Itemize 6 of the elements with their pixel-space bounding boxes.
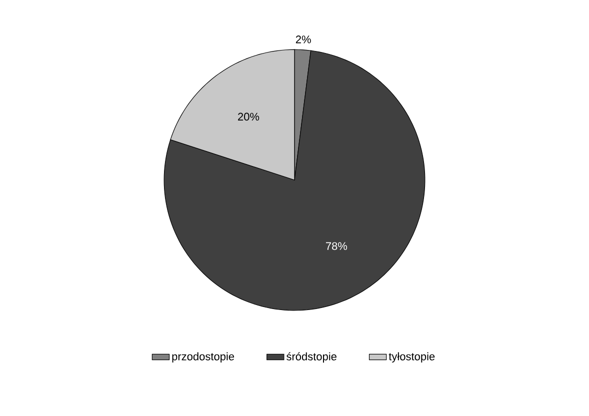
data-label: 20% (238, 112, 260, 121)
legend-label: przodostopie (172, 352, 234, 363)
legend-label: śródstopie (286, 352, 336, 363)
legend-label: tyłostopie (388, 352, 435, 363)
data-label: 2% (296, 36, 311, 44)
data-label: 78% (326, 242, 348, 250)
